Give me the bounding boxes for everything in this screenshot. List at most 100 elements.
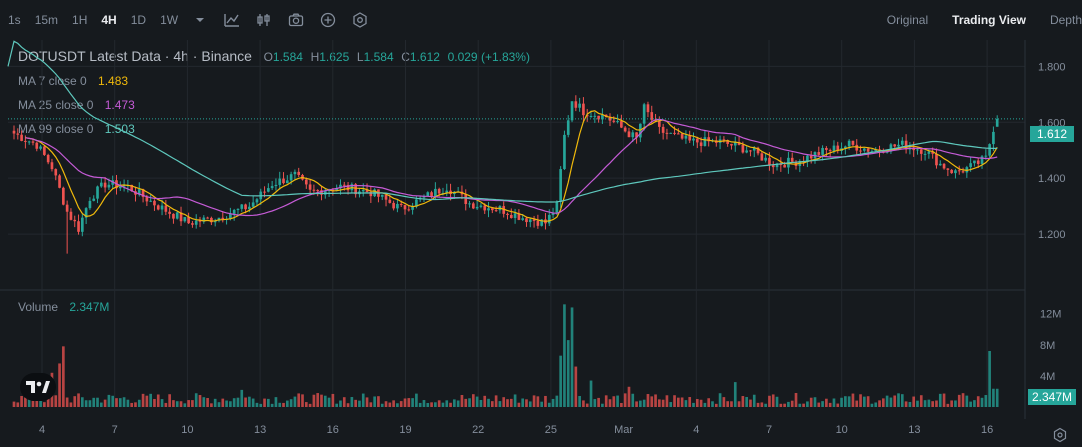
candle: [396, 199, 399, 213]
candle: [900, 137, 904, 147]
volume-bar: [255, 402, 259, 407]
candle: [187, 212, 190, 225]
gear-icon[interactable]: [351, 11, 369, 29]
volume-bar: [737, 401, 741, 407]
volume-bar: [623, 393, 627, 407]
volume-bar: [472, 394, 475, 407]
gear-icon[interactable]: [1052, 427, 1068, 443]
candle: [134, 186, 137, 202]
candle: [46, 153, 50, 165]
candle-body: [806, 155, 809, 162]
candle-body: [965, 167, 969, 173]
price-tick-label: 1.400: [1038, 173, 1066, 185]
volume-bar: [809, 397, 813, 407]
candle: [840, 142, 843, 155]
candle-body: [593, 115, 597, 117]
volume-bar: [919, 395, 923, 407]
candle: [270, 180, 274, 191]
time-tick-label: 16: [327, 424, 339, 436]
volume-bar: [855, 400, 859, 407]
tradingview-logo[interactable]: [20, 373, 56, 401]
volume-bar: [103, 399, 107, 407]
price-tick-label: 1.200: [1038, 229, 1066, 241]
timeframe-1w[interactable]: 1W: [160, 13, 179, 27]
candle: [422, 194, 426, 202]
candle-body: [278, 178, 282, 185]
candle-body: [658, 120, 661, 127]
timeframe-4h[interactable]: 4H: [101, 13, 117, 27]
candle-body: [285, 180, 289, 184]
candle: [69, 208, 73, 221]
candle: [756, 146, 760, 156]
volume-bar: [900, 394, 904, 407]
volume-bar: [699, 399, 703, 407]
chart-settings-icon[interactable]: [255, 11, 273, 29]
view-trading-view-tab[interactable]: Trading View: [952, 13, 1026, 27]
volume-bar: [153, 398, 156, 407]
volume-bar: [99, 402, 103, 407]
volume-label: Volume: [18, 300, 59, 314]
volume-bar: [942, 393, 946, 407]
candle-body: [149, 200, 152, 202]
volume-bar: [923, 400, 927, 407]
candle-body: [434, 188, 437, 197]
view-original-tab[interactable]: Original: [886, 13, 929, 27]
candle-body: [825, 147, 828, 150]
candle-body: [464, 194, 468, 204]
chevron-down-icon[interactable]: [191, 11, 209, 29]
candle: [566, 115, 570, 138]
candle-body: [172, 213, 175, 219]
ma99-label: MA 99 close 0: [18, 122, 94, 136]
camera-icon[interactable]: [287, 11, 305, 29]
volume-bar: [783, 403, 786, 407]
candle: [168, 208, 171, 219]
volume-bar: [304, 402, 308, 407]
candle-body: [844, 146, 847, 149]
candle: [650, 105, 654, 124]
volume-bar: [684, 400, 688, 407]
indicator-icon[interactable]: [223, 11, 241, 29]
add-icon[interactable]: [319, 11, 337, 29]
legend-change-value: 0.029 (+1.83%): [447, 50, 530, 64]
candle: [392, 200, 395, 211]
candle: [183, 217, 187, 223]
candle: [851, 140, 855, 147]
volume-bar: [411, 398, 414, 407]
candle-body: [58, 175, 61, 188]
candle: [487, 201, 490, 218]
volume-bar: [528, 401, 532, 407]
candle-body: [69, 211, 73, 220]
volume-bar: [187, 400, 190, 407]
candle: [919, 147, 923, 161]
volume-bar: [449, 402, 452, 407]
candle-body: [267, 188, 270, 192]
volume-bar: [39, 400, 42, 407]
candle-body: [479, 205, 483, 207]
volume-bar: [248, 396, 251, 407]
timeframe-1h[interactable]: 1H: [72, 13, 88, 27]
candle-body: [988, 144, 991, 156]
volume-bar: [335, 403, 339, 407]
candle: [665, 128, 669, 140]
volume-bar: [54, 395, 58, 407]
candle-body: [992, 131, 995, 145]
candle: [308, 179, 312, 196]
candle-body: [251, 202, 255, 207]
volume-bar: [96, 397, 99, 407]
candle-body: [96, 186, 99, 199]
timeframe-15m[interactable]: 15m: [34, 13, 59, 27]
timeframe-1s[interactable]: 1s: [8, 13, 21, 27]
candle-body: [828, 149, 832, 151]
candle-body: [904, 140, 908, 150]
candle: [213, 218, 217, 227]
candle: [771, 161, 775, 174]
volume-bar: [130, 402, 134, 407]
candle: [965, 165, 969, 178]
candle-body: [274, 184, 278, 187]
volume-bar: [938, 393, 942, 407]
volume-bar: [194, 393, 198, 407]
view-depth-tab[interactable]: Depth: [1049, 13, 1082, 27]
timeframe-1d[interactable]: 1D: [130, 13, 147, 27]
